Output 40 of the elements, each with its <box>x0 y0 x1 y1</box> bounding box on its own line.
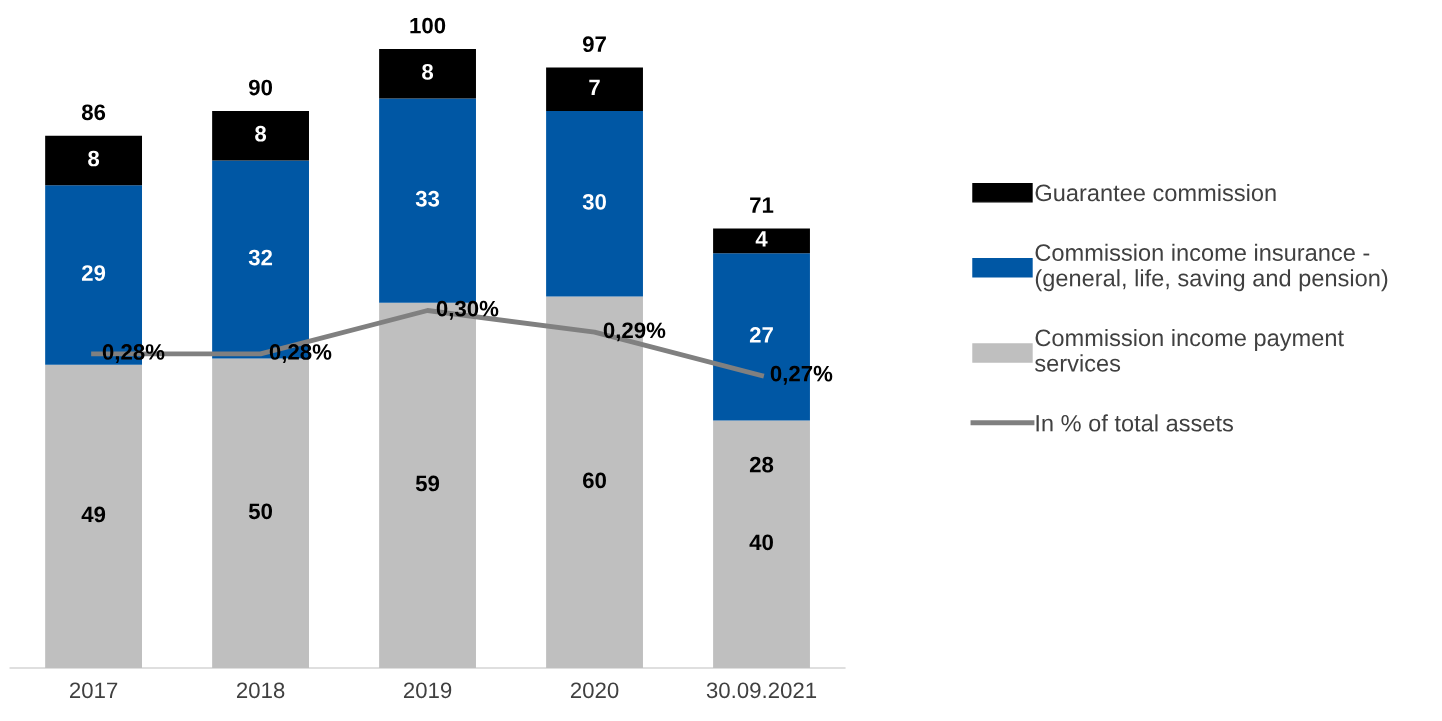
bar <box>212 110 309 161</box>
x-tick-label: 30.09.2021 <box>706 682 817 699</box>
data-label: 32 <box>248 249 273 266</box>
bar <box>379 48 476 99</box>
bar <box>546 110 643 297</box>
x-tick-label: 2019 <box>403 682 452 699</box>
bar <box>713 228 810 254</box>
data-label: 4 <box>755 231 768 247</box>
data-label: 49 <box>81 506 106 523</box>
bar <box>546 67 643 111</box>
data-label: 60 <box>582 472 606 489</box>
data-label: 33 <box>415 190 440 207</box>
data-label: 27 <box>749 327 773 343</box>
legend-label: Commission income payment services <box>1035 328 1344 372</box>
data-label: 29 <box>82 265 106 281</box>
bar <box>45 135 143 186</box>
total-label: 86 <box>81 104 106 121</box>
total-label: 97 <box>582 36 606 53</box>
data-label: 8 <box>88 150 100 167</box>
data-label: 0,28% <box>102 344 165 364</box>
data-label: 0,28% <box>269 344 332 364</box>
x-tick-label: 2017 <box>69 682 118 699</box>
data-label: 0,30% <box>436 300 499 320</box>
legend-label: Commission income insurance - (general, life, saving and pension) <box>1035 243 1388 292</box>
data-label: 50 <box>248 503 273 520</box>
data-label: 8 <box>422 63 434 80</box>
data-label: 0,29% <box>603 322 666 342</box>
total-label: 100 <box>410 17 446 34</box>
x-tick-label: 2020 <box>570 682 619 699</box>
total-label: 71 <box>750 197 774 213</box>
annotation: 28 <box>749 456 774 473</box>
total-label: 90 <box>248 79 273 96</box>
legend-label: Guarantee commission <box>1035 183 1276 202</box>
data-label: 59 <box>415 475 440 492</box>
data-label: 30 <box>582 193 606 210</box>
x-tick-label: 2018 <box>236 682 285 699</box>
data-label: 8 <box>255 125 267 142</box>
data-label: 40 <box>749 534 773 551</box>
legend-label: In % of total assets <box>1036 414 1233 432</box>
data-label: 7 <box>589 79 600 95</box>
